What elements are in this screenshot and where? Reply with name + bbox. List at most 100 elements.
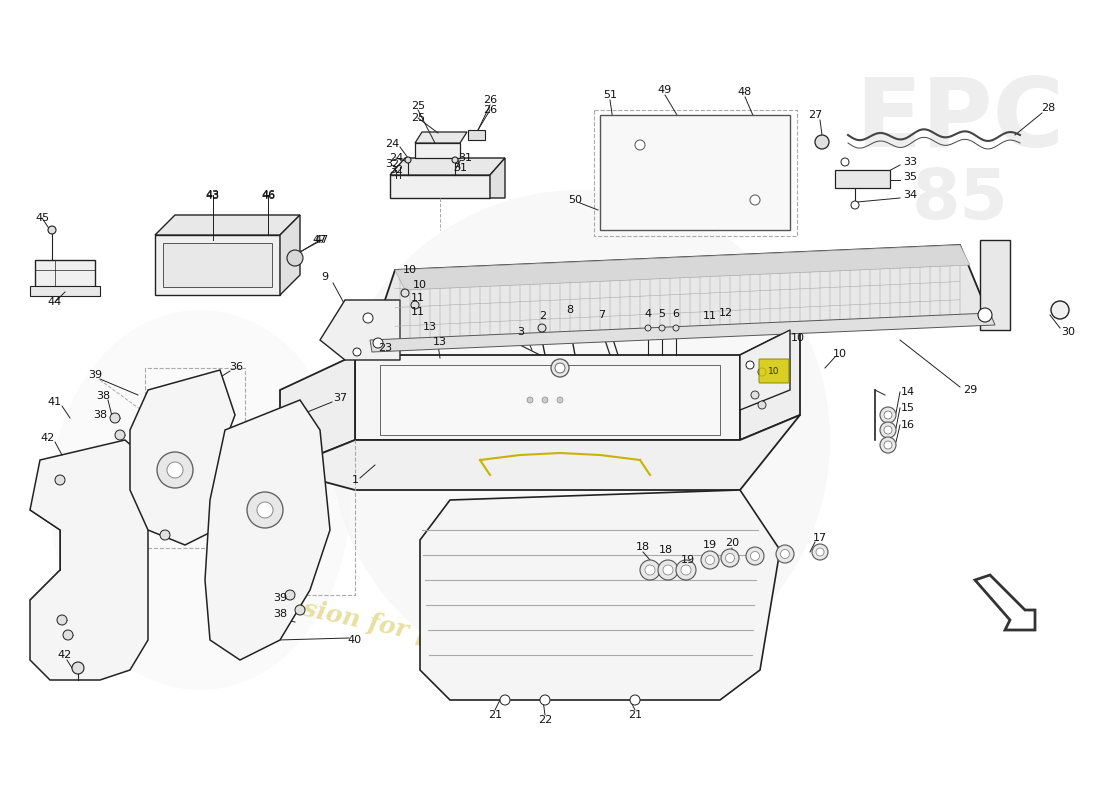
Text: 31: 31 (453, 163, 468, 173)
Polygon shape (379, 365, 720, 435)
Text: 7: 7 (598, 310, 606, 320)
Circle shape (411, 301, 419, 309)
Text: 32: 32 (389, 165, 403, 175)
Text: 47: 47 (312, 235, 327, 245)
Circle shape (978, 308, 992, 322)
Polygon shape (468, 130, 485, 140)
Polygon shape (975, 575, 1035, 630)
Text: 19: 19 (703, 540, 717, 550)
Text: 46: 46 (261, 190, 275, 200)
Text: 25: 25 (411, 113, 425, 123)
Text: 41: 41 (48, 397, 62, 407)
Polygon shape (370, 313, 996, 352)
Text: 11: 11 (411, 307, 425, 317)
Text: 5: 5 (659, 309, 666, 319)
Text: 39: 39 (88, 370, 102, 380)
Text: 85: 85 (912, 166, 1009, 234)
Text: 18: 18 (659, 545, 673, 555)
Text: 10: 10 (791, 333, 805, 343)
Text: 8: 8 (566, 305, 573, 315)
Polygon shape (490, 158, 505, 198)
Text: 29: 29 (962, 385, 977, 395)
Text: 15: 15 (901, 403, 915, 413)
Ellipse shape (330, 190, 830, 690)
Polygon shape (395, 245, 970, 290)
Circle shape (353, 348, 361, 356)
Text: 19: 19 (681, 555, 695, 565)
Circle shape (816, 548, 824, 556)
Polygon shape (163, 243, 272, 287)
Text: 21: 21 (488, 710, 502, 720)
Text: 45: 45 (35, 213, 50, 223)
Polygon shape (355, 355, 740, 440)
Polygon shape (390, 175, 490, 198)
Text: 30: 30 (1062, 327, 1075, 337)
Circle shape (557, 397, 563, 403)
Polygon shape (320, 300, 400, 360)
Text: 43: 43 (206, 190, 220, 200)
Text: 25: 25 (411, 101, 425, 111)
Text: 20: 20 (725, 538, 739, 548)
Polygon shape (420, 490, 780, 700)
Text: 21: 21 (628, 710, 642, 720)
Text: 24: 24 (385, 139, 399, 149)
Text: 23: 23 (378, 343, 392, 353)
Polygon shape (415, 143, 460, 158)
Circle shape (363, 313, 373, 323)
Circle shape (701, 551, 719, 569)
Polygon shape (415, 132, 468, 143)
Circle shape (500, 695, 510, 705)
Circle shape (287, 250, 303, 266)
Circle shape (72, 662, 84, 674)
Polygon shape (980, 240, 1010, 330)
Text: 38: 38 (92, 410, 107, 420)
Circle shape (851, 201, 859, 209)
Circle shape (55, 475, 65, 485)
Text: 34: 34 (903, 190, 917, 200)
Text: 43: 43 (206, 191, 220, 201)
Text: 32: 32 (385, 159, 399, 169)
Circle shape (673, 325, 679, 331)
Circle shape (527, 397, 534, 403)
Circle shape (750, 195, 760, 205)
Circle shape (402, 289, 409, 297)
Polygon shape (740, 325, 800, 440)
Circle shape (758, 368, 766, 376)
Polygon shape (600, 115, 790, 230)
Text: 38: 38 (96, 391, 110, 401)
Text: 27: 27 (807, 110, 822, 120)
Text: 14: 14 (901, 387, 915, 397)
Text: 10: 10 (412, 280, 427, 290)
Circle shape (116, 430, 125, 440)
Circle shape (884, 441, 892, 449)
Circle shape (880, 437, 896, 453)
Text: 11: 11 (703, 311, 717, 321)
Circle shape (812, 544, 828, 560)
Text: 4: 4 (645, 309, 651, 319)
Text: 13: 13 (433, 337, 447, 347)
Text: 51: 51 (603, 90, 617, 100)
Circle shape (720, 549, 739, 567)
Circle shape (160, 530, 170, 540)
Text: 10: 10 (833, 349, 847, 359)
Text: 22: 22 (538, 715, 552, 725)
Circle shape (257, 502, 273, 518)
Text: 37: 37 (333, 393, 348, 403)
Circle shape (295, 605, 305, 615)
Text: 26: 26 (483, 95, 497, 105)
Text: 39: 39 (273, 593, 287, 603)
Polygon shape (280, 415, 800, 490)
Text: 47: 47 (315, 235, 329, 245)
Text: 18: 18 (636, 542, 650, 552)
Circle shape (373, 338, 383, 348)
Text: 2: 2 (539, 311, 547, 321)
Polygon shape (835, 170, 890, 188)
Circle shape (110, 413, 120, 423)
Circle shape (659, 325, 666, 331)
Text: 31: 31 (458, 153, 472, 163)
Text: 38: 38 (273, 609, 287, 619)
Text: 44: 44 (48, 297, 62, 307)
Text: 35: 35 (903, 172, 917, 182)
Circle shape (663, 565, 673, 575)
Text: 49: 49 (658, 85, 672, 95)
